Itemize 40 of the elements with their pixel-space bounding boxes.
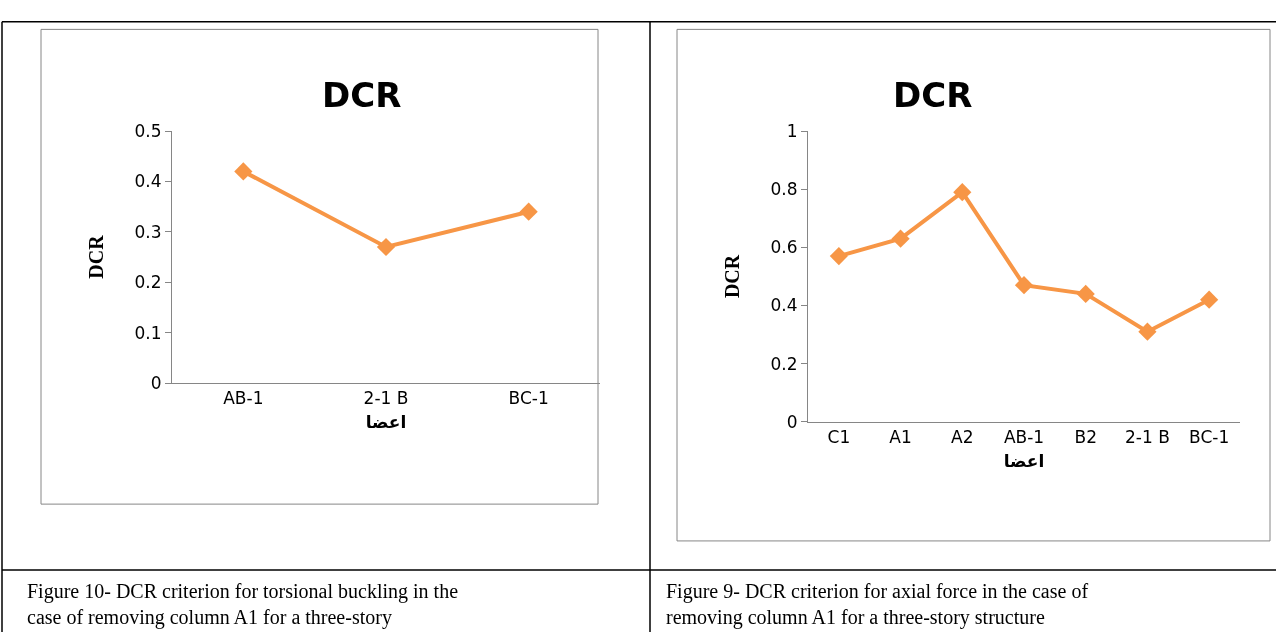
point [519, 202, 538, 221]
point [1138, 322, 1157, 341]
y-tick-label: 0.2 [134, 272, 162, 293]
y-tick-label: 1 [786, 121, 798, 142]
x-tick-label: 2-1 B [363, 388, 409, 409]
point [829, 246, 848, 266]
chart-title: DCR [893, 75, 973, 115]
x-tick-label: B2 [1074, 427, 1097, 448]
x-tick-label: BC-1 [508, 388, 549, 409]
x-axis-title: اعضا [1003, 450, 1045, 471]
y-tick-label: 0 [150, 372, 162, 393]
x-tick-label: AB-1 [1003, 427, 1045, 448]
y-tick-label: 0.5 [134, 121, 162, 142]
point [234, 162, 253, 181]
point [953, 183, 972, 202]
y-tick-label: 0.4 [134, 171, 162, 192]
point [376, 237, 396, 257]
point [1014, 276, 1034, 295]
x-tick-label: BC-1 [1189, 427, 1230, 448]
point [1076, 284, 1095, 303]
y-tick-label: 0.1 [134, 322, 162, 343]
y-tick-label: 0.4 [770, 295, 798, 316]
point [891, 229, 910, 248]
y-axis-title: DCR [721, 254, 744, 299]
caption: Figure 9- DCR criterion for axial force in the case of removing column A1 for a three-story structure [666, 580, 1089, 629]
point [1200, 290, 1219, 309]
caption: Figure 10- DCR criterion for torsional buckling in the case of removing column A1 for a three-story [27, 580, 459, 629]
x-axis-title: اعضا [365, 411, 407, 432]
x-tick-label: AB-1 [223, 388, 264, 409]
y-axis-title: DCR [85, 234, 108, 279]
y-tick-label: 0.3 [134, 221, 162, 242]
x-tick-label: A2 [951, 427, 974, 448]
y-tick-label: 0 [786, 411, 798, 432]
y-tick-label: 0.2 [770, 353, 798, 374]
x-tick-label: 2-1 B [1125, 427, 1170, 448]
x-tick-label: A1 [889, 427, 912, 448]
y-tick-label: 0.8 [770, 179, 798, 200]
y-tick-label: 0.6 [770, 237, 798, 258]
x-tick-label: C1 [827, 427, 851, 448]
chart-title: DCR [322, 75, 402, 115]
